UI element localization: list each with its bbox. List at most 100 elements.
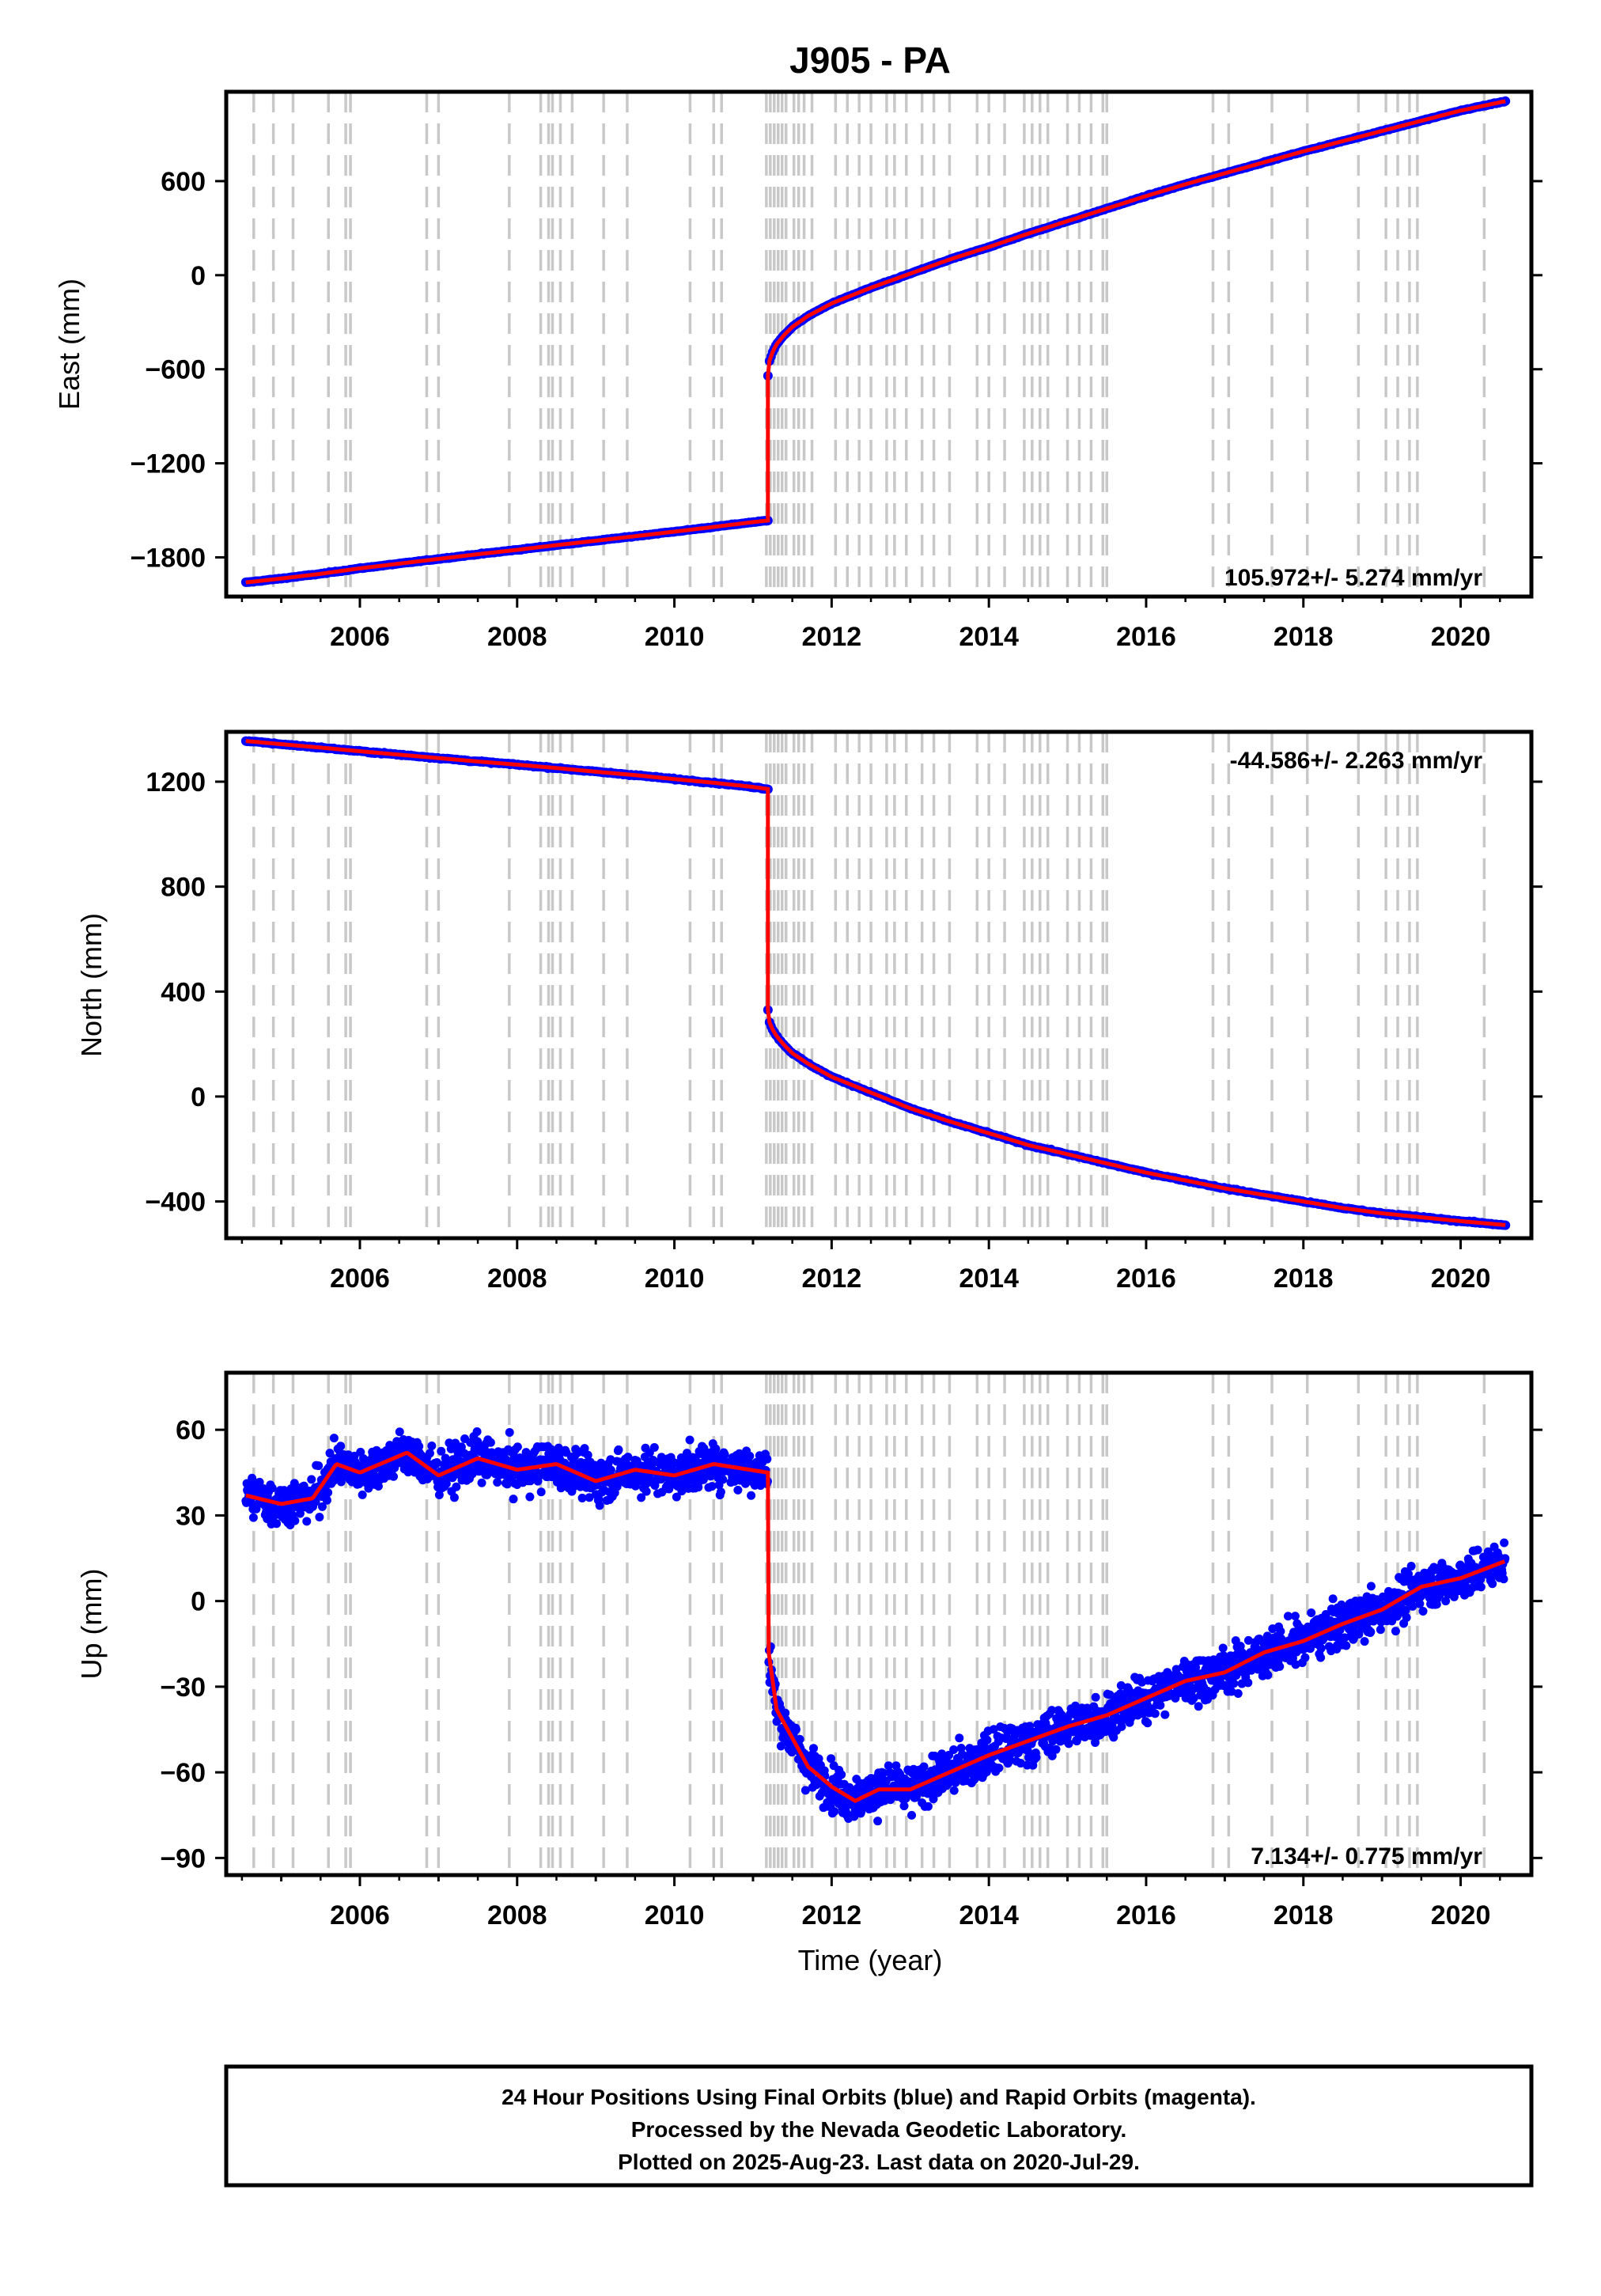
data-point	[1418, 1606, 1428, 1616]
data-point	[907, 1810, 917, 1820]
data-point	[307, 1475, 316, 1484]
x-tick-label: 2018	[1274, 622, 1334, 652]
data-point	[707, 1482, 717, 1491]
y-tick-label: 30	[176, 1501, 206, 1531]
data-point	[845, 1783, 854, 1792]
data-point	[314, 1461, 324, 1471]
x-tick-label: 2010	[645, 622, 705, 652]
model-line	[245, 1450, 1506, 1804]
data-point	[606, 1465, 615, 1475]
y-tick-label: −90	[160, 1843, 206, 1874]
data-point	[1441, 1597, 1451, 1606]
data-point	[1483, 1547, 1493, 1556]
data-point	[1360, 1637, 1369, 1646]
data-point	[745, 1451, 755, 1461]
data-point	[1143, 1718, 1152, 1728]
panel-north: 2006 2008 2010 2012 2014 2016 2018 2020 1200 800 4…	[75, 729, 1542, 1294]
data-point	[1270, 1639, 1279, 1649]
data-point	[1064, 1739, 1073, 1749]
data-point	[1406, 1562, 1416, 1571]
data-point	[1091, 1692, 1100, 1702]
plot-frame-east	[224, 89, 1534, 599]
data-point	[923, 1802, 933, 1811]
data-point	[1233, 1689, 1243, 1699]
data-point	[649, 1442, 659, 1452]
data-point	[837, 1770, 846, 1779]
x-tick-label: 2010	[645, 1264, 705, 1294]
data-point	[791, 1725, 800, 1734]
data-point	[1016, 1759, 1025, 1768]
x-tick-label: 2006	[330, 1900, 390, 1930]
data-point	[1247, 1665, 1256, 1675]
data-point	[1047, 1706, 1057, 1715]
data-point	[1500, 1538, 1509, 1548]
data-point	[1340, 1633, 1349, 1642]
data-point	[1229, 1679, 1239, 1688]
x-tick-label: 2014	[959, 622, 1019, 652]
data-point	[1366, 1627, 1376, 1637]
data-point	[1031, 1752, 1041, 1762]
y-tick-label: −60	[160, 1758, 206, 1788]
data-point	[994, 1764, 1004, 1773]
data-point	[1243, 1635, 1253, 1645]
x-tick-label: 2016	[1116, 1264, 1176, 1294]
data-point	[1408, 1601, 1417, 1611]
model-line	[245, 99, 1506, 585]
data-point	[711, 1444, 721, 1453]
event-lines-east	[252, 92, 1486, 597]
data-point	[1105, 1690, 1115, 1699]
data-point	[493, 1477, 502, 1487]
y-tick-label: 400	[161, 977, 206, 1007]
y-tick-label: −400	[145, 1188, 206, 1218]
data-point	[427, 1442, 437, 1451]
data-point	[1290, 1612, 1300, 1621]
footer-line-2: Processed by the Nevada Geodetic Laborat…	[631, 2117, 1127, 2142]
data-point	[290, 1516, 300, 1525]
data-point	[272, 1519, 282, 1529]
data-point	[372, 1445, 381, 1455]
data-point	[884, 1761, 893, 1771]
x-tick-label: 2018	[1274, 1264, 1334, 1294]
data-point	[425, 1449, 434, 1458]
data-point	[1354, 1630, 1364, 1639]
data-point	[781, 1708, 790, 1718]
x-tick-label: 2020	[1431, 1264, 1491, 1294]
data-point	[580, 1444, 589, 1453]
data-point	[1499, 1574, 1508, 1584]
data-point	[912, 1792, 922, 1802]
data-point	[955, 1733, 964, 1743]
data-point	[585, 1493, 594, 1502]
data-point	[452, 1482, 461, 1491]
data-point	[1342, 1641, 1351, 1650]
x-axis-label: Time (year)	[798, 1944, 943, 1976]
data-point	[1291, 1660, 1300, 1669]
data-point	[483, 1470, 492, 1480]
data-point	[879, 1768, 888, 1778]
data-point	[1402, 1612, 1411, 1622]
data-point	[1150, 1709, 1160, 1718]
data-point	[776, 1741, 785, 1751]
x-tick-label: 2018	[1274, 1900, 1334, 1930]
data-point	[1263, 1670, 1273, 1680]
plot-frame-up	[224, 1370, 1534, 1877]
data-point	[957, 1749, 967, 1759]
data-point	[1051, 1745, 1061, 1754]
data-point	[1117, 1722, 1126, 1731]
data-point	[1321, 1610, 1330, 1620]
data-point	[669, 1458, 679, 1468]
data-point	[809, 1744, 818, 1753]
data-point	[441, 1479, 451, 1488]
y-tick-label: 60	[176, 1415, 206, 1445]
data-point	[456, 1442, 466, 1452]
x-tick-label: 2014	[959, 1900, 1019, 1930]
data-point	[477, 1478, 486, 1487]
panel-east: 2006 2008 2010 2012 2014 2016 2018 2020 600 0 −600…	[53, 89, 1542, 652]
rate-label: -44.586+/- 2.263 mm/yr	[1230, 748, 1483, 774]
data-point	[1415, 1599, 1425, 1608]
data-point	[1218, 1643, 1228, 1653]
plot-frame-north	[224, 729, 1534, 1241]
x-tick-label: 2006	[330, 1264, 390, 1294]
model-line	[245, 739, 1506, 1227]
x-tick-label: 2014	[959, 1264, 1019, 1294]
